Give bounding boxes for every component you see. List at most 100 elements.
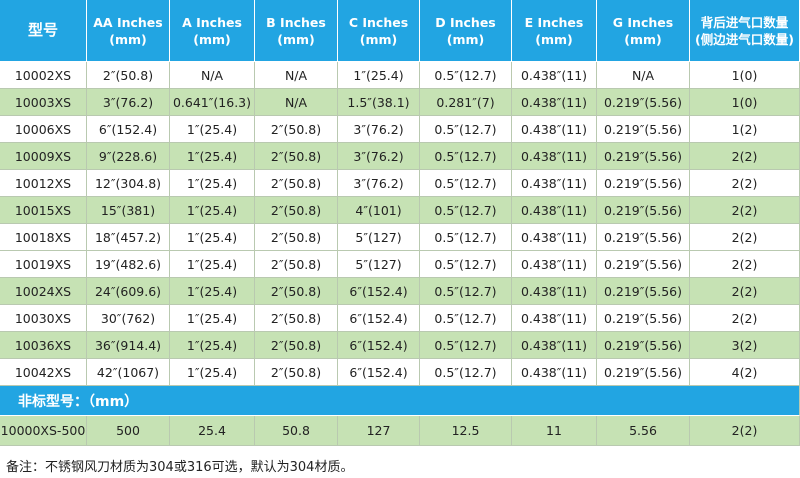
table-cell: N/A — [597, 62, 690, 89]
cell-text: 2(2) — [731, 175, 758, 191]
header-text: (mm) — [359, 31, 398, 47]
table-cell: 5″(127) — [338, 251, 420, 278]
table-cell: 1(2) — [690, 116, 800, 143]
cell-text: 0.438″(11) — [520, 310, 588, 326]
table-cell: 0.5″(12.7) — [420, 116, 512, 143]
cell-text: 0.219″(5.56) — [603, 283, 683, 299]
cell-text: 0.5″(12.7) — [434, 310, 497, 326]
cell-text: 1″(25.4) — [186, 148, 238, 164]
cell-text: 12″(304.8) — [94, 175, 162, 191]
table-cell: 2″(50.8) — [255, 278, 338, 305]
cell-text: 0.219″(5.56) — [603, 148, 683, 164]
cell-text: 10000XS-500 — [0, 423, 86, 438]
header-text: (mm) — [446, 31, 485, 47]
table-cell: 10024XS — [0, 278, 87, 305]
table-cell: 0.5″(12.7) — [420, 143, 512, 170]
table-cell: 0.219″(5.56) — [597, 116, 690, 143]
cell-text: 19″(482.6) — [94, 256, 162, 272]
table-cell: 2″(50.8) — [255, 197, 338, 224]
table-cell: 10036XS — [0, 332, 87, 359]
table-cell: 0.5″(12.7) — [420, 62, 512, 89]
cell-text: 3″(76.2) — [353, 148, 404, 164]
table-cell: 2″(50.8) — [255, 359, 338, 386]
table-cell: 0.219″(5.56) — [597, 143, 690, 170]
cell-text: 10006XS — [14, 121, 72, 137]
table-cell: 3″(76.2) — [87, 89, 170, 116]
cell-text: 0.438″(11) — [520, 175, 588, 191]
cell-text: 1″(25.4) — [186, 121, 238, 137]
header-text: (mm) — [535, 31, 573, 47]
cell-text: 6″(152.4) — [349, 310, 408, 326]
header-cell: B Inches (mm) — [255, 0, 338, 62]
table-cell: 2″(50.8) — [255, 224, 338, 251]
cell-text: 12.5 — [451, 423, 480, 438]
cell-text: 50.8 — [282, 423, 310, 438]
cell-text: 0.5″(12.7) — [434, 229, 497, 245]
table-cell: 2″(50.8) — [255, 170, 338, 197]
cell-text: 6″(152.4) — [349, 364, 408, 380]
cell-text: 0.219″(5.56) — [603, 175, 683, 191]
cell-text: 5″(127) — [355, 256, 402, 272]
table-cell: 0.438″(11) — [512, 89, 597, 116]
cell-text: 2″(50.8) — [102, 67, 154, 83]
header-text: (mm) — [277, 31, 315, 47]
table-cell: 2(2) — [690, 224, 800, 251]
header-text: A Inches — [182, 14, 242, 30]
cell-text: N/A — [284, 94, 308, 110]
cell-text: 10012XS — [14, 175, 72, 191]
cell-text: N/A — [200, 67, 224, 83]
table-cell: 12″(304.8) — [87, 170, 170, 197]
cell-text: 2″(50.8) — [270, 175, 322, 191]
cell-text: 10018XS — [14, 229, 72, 245]
table-cell: N/A — [170, 62, 255, 89]
cell-text: 1(0) — [731, 94, 758, 110]
table-cell: 2(2) — [690, 278, 800, 305]
header-cell: A Inches (mm) — [170, 0, 255, 62]
cell-text: 11 — [546, 423, 562, 438]
note: 备注：不锈钢风刀材质为304或316可选，默认为304材质。 — [6, 460, 354, 475]
cell-text: 9″(228.6) — [98, 148, 158, 164]
cell-text: 42″(1067) — [96, 364, 160, 380]
cell-text: 2″(50.8) — [270, 310, 322, 326]
table-cell: 0.281″(7) — [420, 89, 512, 116]
cell-text: 4″(101) — [355, 202, 402, 218]
table-cell: 24″(609.6) — [87, 278, 170, 305]
cell-text: 10024XS — [14, 283, 72, 299]
cell-text: 2″(50.8) — [270, 229, 322, 245]
header-text: 型号 — [27, 21, 58, 39]
cell-text: 0.219″(5.56) — [603, 121, 683, 137]
header-cell: 型号 — [0, 0, 87, 62]
cell-text: 1″(25.4) — [186, 283, 238, 299]
cell-text: 0.438″(11) — [520, 337, 588, 353]
cell-text: 2(2) — [731, 423, 758, 438]
table-cell: 10006XS — [0, 116, 87, 143]
table-cell: 0.219″(5.56) — [597, 224, 690, 251]
table-cell: 0.438″(11) — [512, 143, 597, 170]
table-cell: 0.438″(11) — [512, 278, 597, 305]
table-cell: 2″(50.8) — [255, 332, 338, 359]
cell-text: 2″(50.8) — [270, 283, 322, 299]
cell-text: 10009XS — [14, 148, 72, 164]
table-cell: 2(2) — [690, 305, 800, 332]
cell-text: 1.5″(38.1) — [347, 94, 410, 110]
cell-text: 1″(25.4) — [186, 175, 238, 191]
table-cell: 12.5 — [420, 416, 512, 446]
table-cell: 30″(762) — [87, 305, 170, 332]
cell-text: N/A — [284, 67, 308, 83]
header-text: D Inches — [435, 14, 496, 30]
cell-text: 0.438″(11) — [520, 121, 588, 137]
table-cell: 2″(50.8) — [255, 305, 338, 332]
cell-text: 0.219″(5.56) — [603, 364, 683, 380]
cell-text: 10015XS — [14, 202, 72, 218]
table-cell: 500 — [87, 416, 170, 446]
table-cell: 10009XS — [0, 143, 87, 170]
table-cell: 0.219″(5.56) — [597, 170, 690, 197]
header-cell: G Inches (mm) — [597, 0, 690, 62]
table-cell: 5.56 — [597, 416, 690, 446]
cell-text: 0.438″(11) — [520, 148, 588, 164]
cell-text: 10002XS — [14, 67, 72, 83]
cell-text: 1″(25.4) — [186, 202, 238, 218]
table-cell: 0.5″(12.7) — [420, 305, 512, 332]
cell-text: 2(2) — [731, 256, 758, 272]
cell-text: 1″(25.4) — [186, 364, 238, 380]
